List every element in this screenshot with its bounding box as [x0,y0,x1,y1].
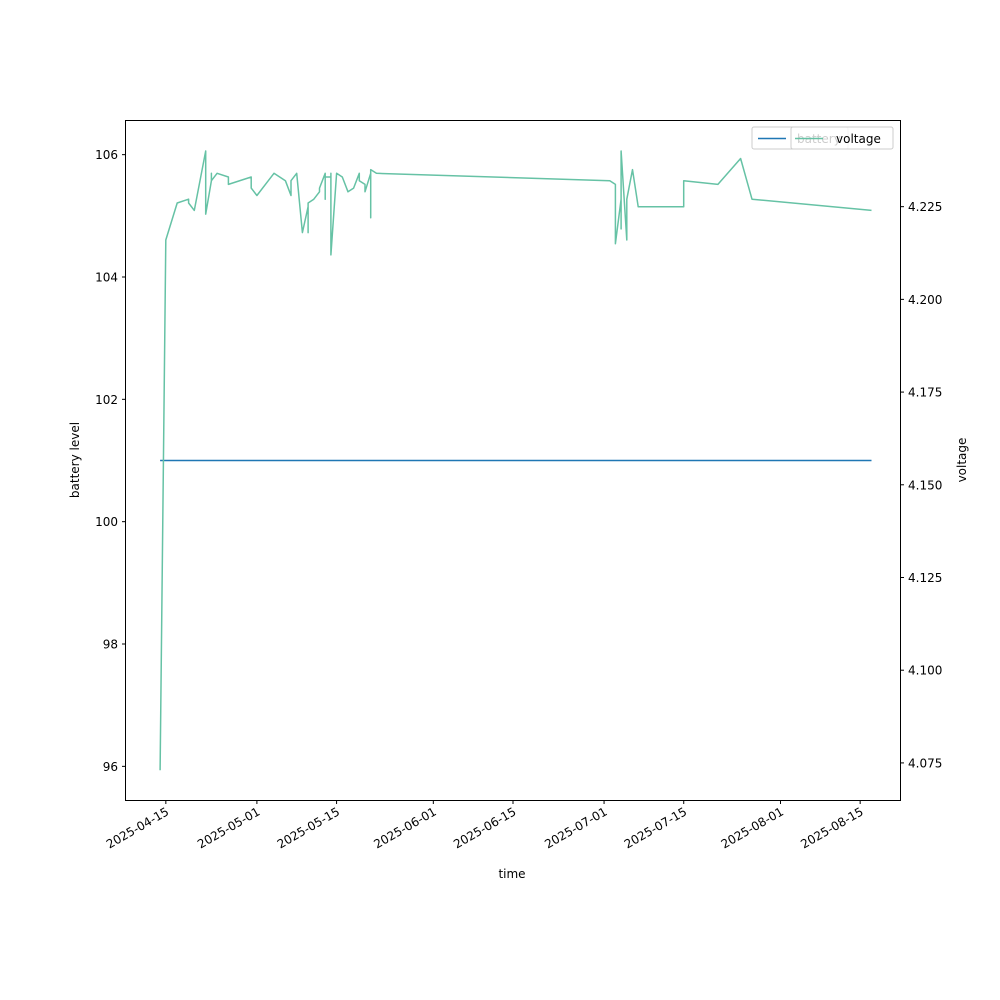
series-line-voltage [159,150,872,771]
left-y-axis-label: battery level [68,422,82,498]
right-y-axis-label: voltage [955,438,969,483]
left-y-tick-label: 100 [95,515,118,529]
right-y-tick-label: 4.125 [908,571,942,585]
right-y-tick-label: 4.075 [908,756,942,770]
left-y-tick-label: 106 [95,148,118,162]
left-y-tick-label: 98 [103,638,118,652]
legend-voltage-label: voltage [836,132,881,146]
right-y-tick-label: 4.175 [908,386,942,400]
left-y-tick-label: 104 [95,270,118,284]
left-y-tick-label: 102 [95,393,118,407]
left-y-axis: 96 98 100 102 104 106 [95,148,126,774]
legend-voltage: voltage [790,126,894,150]
right-y-tick-label: 4.100 [908,664,942,678]
right-y-tick-label: 4.200 [908,293,942,307]
legend-voltage-box [790,126,894,150]
right-y-axis: 4.075 4.100 4.125 4.150 4.175 4.200 4.225 [900,200,942,770]
x-axis-label: time [498,867,525,881]
right-y-tick-label: 4.150 [908,478,942,492]
plot-lines [159,150,872,771]
right-y-tick-label: 4.225 [908,200,942,214]
left-y-tick-label: 96 [103,760,118,774]
